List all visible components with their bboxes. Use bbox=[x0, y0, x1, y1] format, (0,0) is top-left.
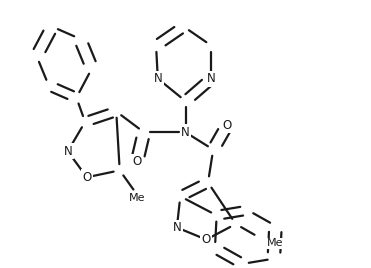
Text: Me: Me bbox=[267, 238, 284, 248]
Text: O: O bbox=[82, 171, 91, 184]
Text: N: N bbox=[154, 72, 162, 85]
Text: N: N bbox=[207, 72, 216, 85]
Text: O: O bbox=[202, 233, 211, 246]
Text: N: N bbox=[181, 126, 190, 139]
Text: Me: Me bbox=[129, 193, 145, 203]
Text: O: O bbox=[223, 119, 232, 132]
Text: O: O bbox=[132, 155, 142, 168]
Text: N: N bbox=[63, 145, 72, 158]
Text: N: N bbox=[173, 221, 181, 234]
